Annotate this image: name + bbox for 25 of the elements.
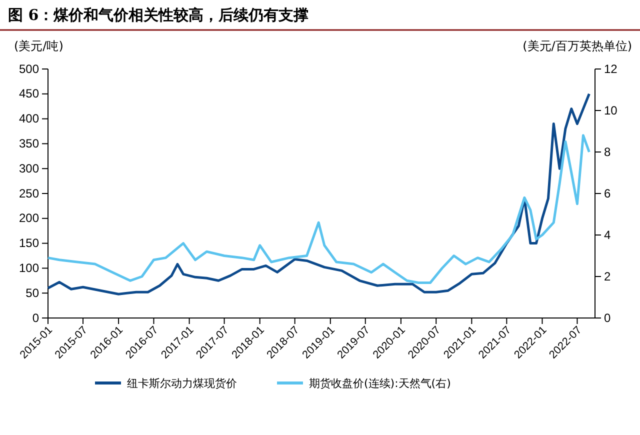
y2-tick-label: 0 xyxy=(604,310,611,325)
y-tick-label: 0 xyxy=(32,310,40,325)
legend-label: 期货收盘价(连续):天然气(右) xyxy=(309,377,451,390)
y-tick-label: 250 xyxy=(18,186,40,200)
y2-tick-label: 10 xyxy=(604,103,618,118)
line-series xyxy=(46,92,590,296)
line-series xyxy=(46,134,590,284)
y2-tick-label: 6 xyxy=(604,186,611,200)
legend-label: 纽卡斯尔动力煤现货价 xyxy=(127,377,237,390)
y2-tick-label: 4 xyxy=(604,228,611,242)
y-axis-title: (美元/吨) xyxy=(14,39,64,53)
y-tick-label: 200 xyxy=(18,211,40,226)
y-tick-label: 50 xyxy=(26,286,40,300)
y-tick-label: 100 xyxy=(18,261,40,276)
y2-tick-label: 12 xyxy=(604,62,618,76)
y-tick-label: 500 xyxy=(18,62,40,76)
chart-title: 图 6：煤价和气价相关性较高，后续仍有支撑 xyxy=(8,6,309,24)
y2-axis-title: (美元/百万英热单位) xyxy=(522,39,632,53)
y-tick-label: 400 xyxy=(18,112,40,126)
y-tick-label: 150 xyxy=(18,236,40,250)
y2-tick-label: 8 xyxy=(604,144,611,159)
y-tick-label: 300 xyxy=(18,161,40,176)
y-tick-label: 450 xyxy=(18,86,40,101)
y-tick-label: 350 xyxy=(18,136,40,151)
y2-tick-label: 2 xyxy=(604,269,611,284)
